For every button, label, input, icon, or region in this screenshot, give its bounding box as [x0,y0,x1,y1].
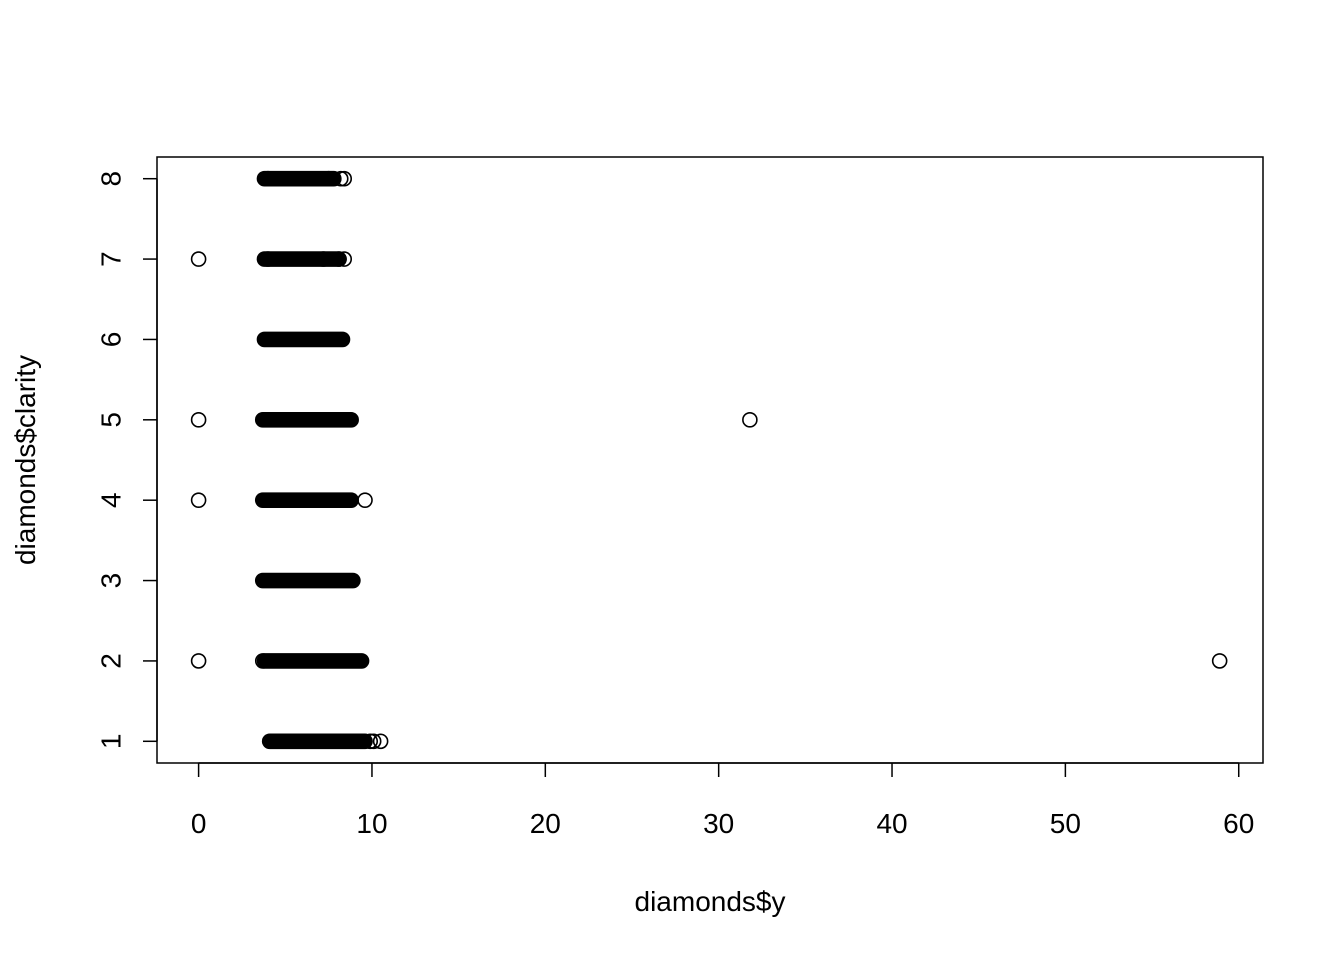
y-tick-label: 8 [96,171,127,187]
x-tick-label: 40 [876,808,907,839]
data-point [331,251,347,267]
x-tick-label: 50 [1050,808,1081,839]
x-tick-label: 30 [703,808,734,839]
y-tick-label: 3 [96,573,127,589]
x-axis: 0 10 20 30 40 50 60 [191,762,1254,839]
data-point [357,492,373,508]
y-tick-label: 6 [96,332,127,348]
data-point [332,170,349,187]
data-point [315,251,332,267]
x-axis-label: diamonds$y [635,886,786,917]
data-point [362,733,379,750]
plot-area-box [156,156,1264,764]
y-tick-label: 7 [96,251,127,267]
y-tick-label: 5 [96,412,127,428]
data-point [260,170,276,187]
data-point [260,251,276,267]
data-point [190,412,207,428]
y-tick-label: 4 [96,492,127,508]
data-point [254,653,271,669]
y-tick-label: 1 [96,734,127,750]
data-point [365,733,382,750]
x-tick-label: 10 [356,808,387,839]
data-point [190,251,207,267]
data-point [336,251,353,267]
data-point [1211,653,1228,669]
x-tick-label: 20 [530,808,561,839]
y-axis-label: diamonds$clarity [10,355,41,565]
data-point [190,653,207,669]
data-point [742,412,758,428]
data-point [190,492,207,508]
data-points [190,170,1228,750]
x-tick-label: 0 [191,808,207,839]
data-point [320,170,337,187]
y-tick-label: 2 [96,653,127,669]
data-point [372,733,389,750]
x-tick-label: 60 [1223,808,1254,839]
data-point [336,170,353,187]
y-axis: 1 2 3 4 5 6 7 8 [96,171,158,749]
